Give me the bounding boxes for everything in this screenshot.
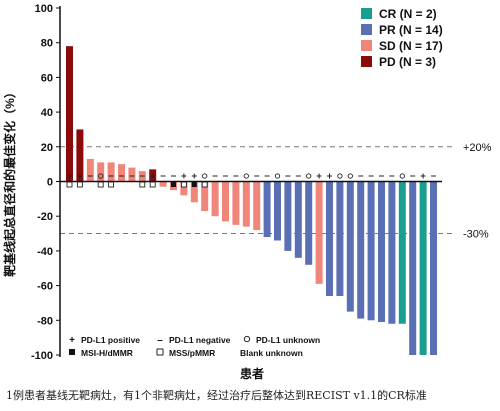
bar-sd [128,167,136,182]
bar-pd [76,129,84,182]
bar-sd [222,181,229,222]
legend-label-sd: SD (N = 17) [379,39,443,53]
marker-legend-symbol: – [157,335,163,346]
y-tick-label: 80 [41,38,53,50]
marker-legend-symbol [69,349,75,355]
y-tick-label: -60 [37,281,53,293]
y-tick-label: -100 [31,350,53,362]
y-tick-label: 0 [47,177,53,189]
x-axis-title: 患者 [240,366,264,381]
bar-sd [97,162,105,182]
legend-swatch-pd [361,56,372,67]
bar-sd [107,162,115,182]
bar-sd [190,181,198,203]
figure-caption: 1例患者基线无靶病灶，有1个非靶病灶，经过治疗后整体达到RECIST v1.1的… [6,389,427,402]
legend-label-cr: CR (N = 2) [379,7,437,21]
y-tick-label: 60 [41,72,53,84]
bar-sd [242,181,250,227]
waterfall-chart: +20% -30% 100 80 60 40 20 0 -20 -40 -60 -80 -100 靶基线起… [2,3,492,381]
bar-pr [367,181,375,321]
bar-sd [86,158,94,182]
bar-pr [263,181,271,238]
bar-pr [388,181,396,324]
marker-legend-label: PD-L1 positive [81,335,140,345]
pdl1-unknown-marker [399,173,405,179]
bar-pr [305,181,313,265]
mss-pmmr-marker [76,181,83,188]
bar-sd [253,181,261,231]
pdl1-unknown-marker [306,173,312,179]
marker-legend-symbol [243,335,251,343]
pdl1-unknown-marker [243,173,249,179]
mss-pmmr-marker [97,181,104,188]
bar-pr [409,181,417,355]
legend-label-pd: PD (N = 3) [379,55,436,69]
legend-label-pr: PR (N = 14) [379,23,443,37]
pdl1-unknown-marker [98,173,104,179]
legend-swatch-cr [361,8,372,19]
bar-pr [346,181,354,312]
bar-cr [419,181,427,355]
y-tick-label: -80 [37,315,53,327]
mss-pmmr-marker [149,181,156,188]
bar-pr [357,181,365,319]
y-tick-label: -40 [37,246,53,258]
bar-pr [294,181,302,258]
bar-sd [315,181,323,284]
bar-pr [326,181,333,297]
pdl1-unknown-marker [337,173,343,179]
y-tick-label: 40 [41,107,53,119]
bar-pr [378,181,385,323]
bar-sd [159,181,167,187]
bar-cr [398,181,406,324]
bar-pr [430,181,437,355]
mss-pmmr-marker [201,181,208,188]
marker-legend-symbol [156,348,164,356]
pdl1-unknown-marker [347,173,353,179]
pdl1-unknown-marker [274,173,281,179]
reference-line-label: -30% [463,229,489,241]
marker-legend-label: PD-L1 negative [169,335,231,345]
bar-pr [284,181,292,251]
y-tick-label: -20 [37,211,53,223]
marker-legend-label: PD-L1 unknown [256,335,320,345]
bar-sd [180,181,188,196]
marker-legend-symbol: + [69,335,75,346]
mss-pmmr-marker [180,181,187,188]
bar-sd [201,181,209,211]
y-tick-label: 100 [35,3,53,15]
mss-pmmr-marker [66,181,73,188]
reference-line-label: +20% [463,142,492,154]
bar-sd [118,164,125,182]
marker-legend-label: Blank unknown [240,348,303,358]
legend-swatch-sd [361,40,372,51]
y-tick-label: 20 [41,142,53,154]
bar-pr [336,181,344,297]
pdl1-unknown-marker [202,173,208,179]
mss-pmmr-marker [108,181,115,188]
msi-h-dmmr-marker [191,182,197,187]
marker-legend-label: MSS/pMMR [169,348,215,358]
marker-legend-label: MSI-H/dMMR [81,348,133,358]
y-axis-title: 靶基线起总直径和的最佳变化（%） [2,86,17,277]
legend-swatch-pr [361,24,372,35]
msi-h-dmmr-marker [171,182,176,187]
bar-pr [274,181,281,241]
bar-pd [66,46,73,182]
bar-sd [211,181,219,217]
mss-pmmr-marker [139,181,146,188]
bar-sd [232,181,240,225]
